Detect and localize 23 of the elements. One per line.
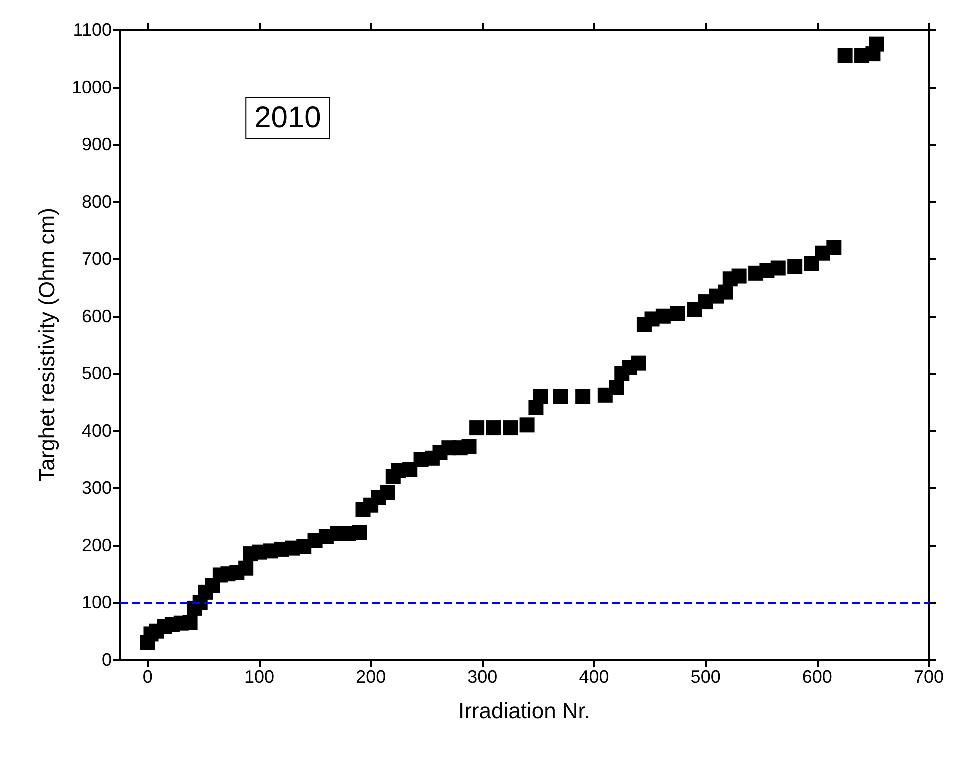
- x-tick-label: 500: [690, 667, 721, 687]
- y-tick-label: 900: [82, 134, 112, 155]
- x-tick-label: 100: [244, 667, 275, 687]
- y-tick-label: 1000: [72, 77, 112, 98]
- x-axis-title: Irradiation Nr.: [458, 698, 591, 724]
- x-tick-label: 700: [914, 667, 944, 687]
- y-tick-label: 500: [82, 364, 112, 384]
- x-tick-label: 200: [356, 667, 386, 687]
- y-tick-label: 200: [82, 535, 112, 556]
- y-tick-label: 100: [82, 592, 112, 613]
- y-tick-label: 800: [82, 192, 112, 212]
- annotation: 2010: [254, 102, 322, 134]
- y-tick-label: 400: [82, 420, 112, 441]
- y-tick-label: 1100: [73, 20, 112, 40]
- y-tick-label: 600: [82, 306, 112, 326]
- x-tick-label: 0: [142, 667, 153, 687]
- x-tick-label: 600: [802, 667, 832, 687]
- x-tick-label: 300: [468, 667, 498, 687]
- y-tick-label: 300: [82, 478, 112, 498]
- x-tick-label: 400: [579, 667, 610, 687]
- y-tick-label: 0: [102, 650, 112, 670]
- y-tick-label: 700: [82, 249, 112, 270]
- y-axis-title: Targhet resistivity (Ohm cm): [34, 208, 60, 482]
